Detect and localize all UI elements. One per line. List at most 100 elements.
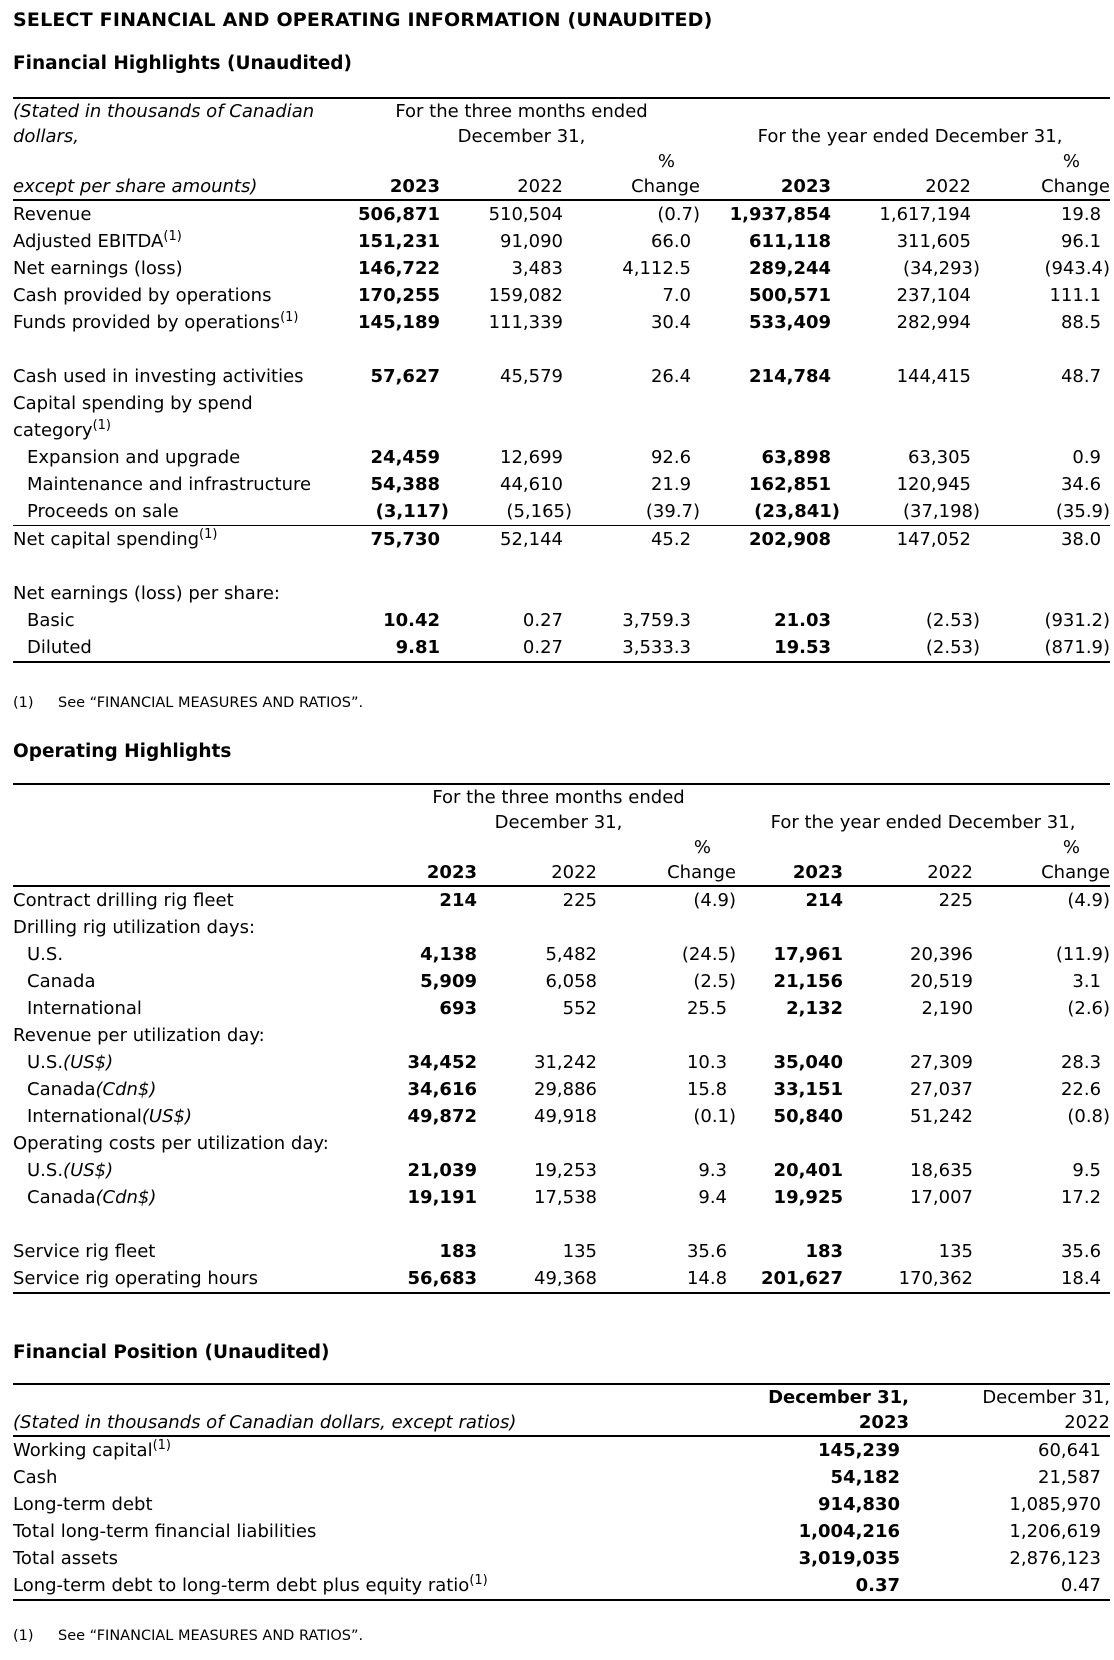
cell-value: 159,082: [488, 285, 563, 306]
table-row: Diluted 9.81 0.27 3,533.3 19.53 (2.53) (871.9): [13, 634, 1111, 663]
table-row: Adjusted EBITDA(1) 151,231 91,090 66.0 611,1…: [13, 228, 1110, 255]
column-header: 2022: [852, 860, 983, 887]
row-label: Service rig fleet: [13, 1241, 156, 1262]
cell-value: 500,571: [749, 285, 832, 306]
cell-value: 51,242: [910, 1106, 974, 1127]
row-label: Net earnings (loss) per share:: [13, 583, 280, 604]
cell-value: 237,104: [896, 285, 972, 306]
cell-value: 1,937,854: [729, 204, 832, 225]
spacer-row: [13, 1211, 1110, 1238]
row-label: Adjusted EBITDA(1): [13, 229, 182, 252]
cell-value: 0.37: [713, 1572, 909, 1601]
cell-value: 3,019,035: [798, 1548, 900, 1569]
cell-value: 54,182: [830, 1467, 900, 1488]
cell-value: 19.53: [700, 634, 841, 663]
cell-value: [486, 1022, 606, 1049]
column-header: 2022: [486, 860, 606, 887]
row-label: Revenue per utilization day:: [13, 1025, 265, 1046]
row-label: Net capital spending(1): [13, 525, 343, 553]
financial-position-heading: Financial Position (Unaudited): [13, 1342, 330, 1363]
header-row: % %: [13, 835, 1110, 860]
cell-value: 44,610: [500, 474, 563, 495]
cell-value: 914,830: [818, 1494, 900, 1515]
row-label: Contract drilling rig fleet: [13, 890, 234, 911]
cell-value: (11.9): [1055, 944, 1111, 965]
cell-value: 1,085,970: [1009, 1494, 1101, 1515]
unit-label: (US$): [141, 1106, 192, 1127]
table-row: Service rig operating hours 56,683 49,368 1…: [13, 1265, 1111, 1294]
column-header: 2023: [343, 174, 449, 201]
cell-value: 17.2: [1060, 1187, 1102, 1208]
cell-value: [343, 390, 449, 417]
cell-value: 202,908: [700, 525, 841, 553]
cell-value: 214,784: [749, 366, 832, 387]
operating-highlights-heading: Operating Highlights: [13, 741, 232, 762]
cell-value: 225: [938, 890, 974, 911]
cell-value: 162,851: [749, 474, 832, 495]
cell-value: 21,587: [1038, 1467, 1101, 1488]
cell-value: 214: [805, 890, 844, 911]
cell-value: 45,579: [500, 366, 563, 387]
row-label: U.S.(US$): [27, 1160, 114, 1181]
cell-value: (0.7): [657, 204, 701, 225]
table-row: Operating costs per utilization day:: [13, 1130, 1110, 1157]
header-row: dollars, December 31, For the year ended…: [13, 124, 1110, 149]
cell-value: 88.5: [1060, 312, 1102, 333]
cell-value: 611,118: [749, 231, 832, 252]
row-label: Revenue: [13, 204, 92, 225]
table-row: Basic 10.42 0.27 3,759.3 21.03 (2.53) (931.2): [13, 607, 1110, 634]
cell-value: (4.9): [1067, 890, 1111, 911]
cell-value: 15.8: [686, 1079, 728, 1100]
footnote-ref: (1): [92, 418, 111, 433]
cell-value: 214: [439, 890, 477, 911]
table-row: Working capital(1) 145,239 60,641: [13, 1436, 1110, 1464]
units-note-line1: (Stated in thousands of Canadian: [13, 101, 315, 122]
cell-value: 66.0: [650, 231, 692, 252]
three-months-header-date: December 31,: [494, 812, 623, 833]
table-row: Drilling rig utilization days:: [13, 914, 1110, 941]
col-2022-date: December 31,: [909, 1383, 1110, 1410]
cell-value: 282,994: [896, 312, 972, 333]
cell-value: 45.2: [572, 525, 701, 553]
row-label: Canada: [27, 971, 96, 992]
cell-value: 552: [562, 998, 597, 1019]
cell-value: [449, 417, 572, 444]
cell-value: 533,409: [749, 312, 832, 333]
page-title: SELECT FINANCIAL AND OPERATING INFORMATI…: [13, 9, 713, 31]
cell-value: 9.81: [343, 634, 449, 663]
cell-value: 183: [439, 1241, 477, 1262]
cell-value: (0.8): [1067, 1106, 1111, 1127]
footnote-text: See “FINANCIAL MEASURES AND RATIOS”.: [58, 1628, 364, 1644]
cell-value: [449, 580, 572, 607]
cell-value: (3,117): [375, 501, 449, 522]
cell-value: (2.53): [925, 610, 981, 631]
cell-value: 22.6: [1060, 1079, 1102, 1100]
cell-value: 27,037: [910, 1079, 974, 1100]
cell-value: [852, 1022, 982, 1049]
unit-label: (US$): [63, 1052, 114, 1073]
table-row: Proceeds on sale (3,117) (5,165) (39.7) (23,…: [13, 498, 1110, 526]
table-row: Canada(Cdn$) 34,616 29,886 15.8 33,151 27,037…: [13, 1076, 1110, 1103]
cell-value: 20,401: [773, 1160, 844, 1181]
cell-value: 17,538: [534, 1187, 597, 1208]
row-label: Capital spending by spend: [13, 393, 253, 414]
cell-value: 21.03: [774, 610, 832, 631]
unit-label: (US$): [63, 1160, 114, 1181]
cell-value: 49,872: [407, 1106, 477, 1127]
table-row: Funds provided by operations(1) 145,189 11…: [13, 309, 1110, 336]
cell-value: [486, 914, 606, 941]
cell-value: 183: [805, 1241, 844, 1262]
row-label: Long-term debt to long-term debt plus eq…: [13, 1572, 713, 1601]
row-label: Operating costs per utilization day:: [13, 1133, 329, 1154]
cell-value: 38.0: [980, 525, 1111, 553]
cell-value: 0.47: [909, 1572, 1110, 1601]
cell-value: 9.4: [698, 1187, 728, 1208]
table-row: Net earnings (loss) per share:: [13, 580, 1110, 607]
cell-value: 63,898: [761, 447, 832, 468]
row-label: Service rig operating hours: [13, 1265, 381, 1294]
cell-value: [736, 914, 852, 941]
three-months-header-date: December 31,: [457, 126, 586, 147]
cell-value: 311,605: [896, 231, 972, 252]
cell-value: (24.5): [681, 944, 737, 965]
cell-value: [572, 417, 700, 444]
